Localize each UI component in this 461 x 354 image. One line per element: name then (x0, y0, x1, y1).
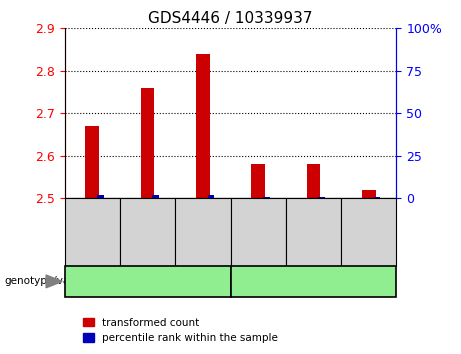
Bar (251, 164, 265, 198)
Bar (97, 195, 104, 198)
Bar (153, 195, 159, 198)
Bar (362, 190, 376, 198)
Text: GSM639940: GSM639940 (198, 202, 208, 261)
Title: GDS4446 / 10339937: GDS4446 / 10339937 (148, 11, 313, 26)
Bar (196, 54, 210, 198)
Bar (319, 196, 325, 198)
Bar (85, 126, 99, 198)
Text: genotype/variation: genotype/variation (5, 276, 104, 286)
Bar (263, 196, 270, 198)
Bar (374, 196, 380, 198)
Text: GSM639938: GSM639938 (87, 202, 97, 261)
Bar (141, 88, 154, 198)
Text: GSM639942: GSM639942 (308, 202, 319, 261)
Text: Fezf1+/-: Fezf1+/- (121, 275, 174, 288)
Text: GSM639941: GSM639941 (253, 202, 263, 261)
Bar (208, 195, 214, 198)
Legend: transformed count, percentile rank within the sample: transformed count, percentile rank withi… (79, 314, 282, 347)
Polygon shape (46, 275, 62, 288)
Text: Fezf1 -/-: Fezf1 -/- (288, 275, 339, 288)
Bar (307, 164, 320, 198)
Text: GSM639943: GSM639943 (364, 202, 374, 261)
Text: GSM639939: GSM639939 (142, 202, 153, 261)
